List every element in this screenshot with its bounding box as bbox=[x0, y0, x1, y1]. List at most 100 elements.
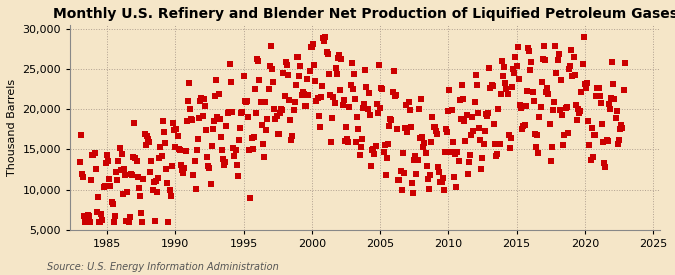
Point bbox=[260, 100, 271, 104]
Point bbox=[564, 66, 574, 71]
Point bbox=[454, 98, 465, 103]
Point bbox=[142, 134, 153, 138]
Point bbox=[153, 176, 163, 181]
Point bbox=[520, 104, 531, 108]
Point bbox=[584, 142, 595, 147]
Point bbox=[620, 61, 630, 65]
Point bbox=[265, 63, 275, 68]
Point bbox=[402, 130, 413, 134]
Point bbox=[169, 128, 180, 132]
Point bbox=[385, 116, 396, 121]
Point bbox=[446, 150, 456, 154]
Point bbox=[101, 160, 111, 165]
Point bbox=[207, 127, 218, 131]
Point bbox=[333, 56, 344, 60]
Point bbox=[403, 100, 414, 104]
Point bbox=[364, 112, 375, 117]
Point bbox=[410, 153, 421, 158]
Point bbox=[161, 167, 171, 172]
Point bbox=[234, 137, 244, 142]
Point bbox=[518, 124, 529, 128]
Y-axis label: Thousand Barrels: Thousand Barrels bbox=[7, 79, 17, 176]
Point bbox=[172, 133, 183, 138]
Point bbox=[84, 214, 95, 218]
Point bbox=[217, 148, 227, 152]
Point bbox=[610, 116, 621, 120]
Point bbox=[127, 173, 138, 177]
Point bbox=[351, 140, 362, 144]
Point bbox=[532, 133, 543, 138]
Point bbox=[363, 91, 374, 95]
Point bbox=[236, 111, 246, 115]
Point bbox=[308, 62, 319, 67]
Point bbox=[475, 138, 485, 142]
Point bbox=[275, 111, 286, 115]
Point bbox=[428, 125, 439, 129]
Point bbox=[554, 52, 564, 56]
Point bbox=[582, 81, 593, 86]
Point bbox=[358, 106, 369, 110]
Point bbox=[502, 92, 513, 97]
Point bbox=[167, 121, 178, 125]
Point bbox=[310, 79, 321, 83]
Point bbox=[188, 173, 199, 177]
Point bbox=[91, 210, 102, 214]
Point bbox=[504, 133, 514, 137]
Point bbox=[256, 123, 267, 127]
Title: Monthly U.S. Refinery and Blender Net Production of Liquified Petroleum Gases: Monthly U.S. Refinery and Blender Net Pr… bbox=[53, 7, 675, 21]
Point bbox=[587, 155, 598, 159]
Point bbox=[235, 125, 246, 130]
Point bbox=[560, 105, 571, 110]
Point bbox=[437, 176, 448, 180]
Point bbox=[423, 177, 433, 181]
Point bbox=[278, 71, 289, 75]
Point bbox=[200, 128, 211, 133]
Point bbox=[90, 167, 101, 171]
Point bbox=[147, 187, 158, 192]
Point bbox=[144, 140, 155, 144]
Point bbox=[286, 138, 297, 142]
Point bbox=[323, 51, 333, 56]
Point bbox=[446, 108, 457, 112]
Point bbox=[112, 178, 123, 182]
Point bbox=[476, 167, 487, 171]
Point bbox=[177, 168, 188, 172]
Point bbox=[321, 50, 332, 54]
Point bbox=[499, 65, 510, 69]
Point bbox=[283, 73, 294, 77]
Point bbox=[252, 57, 263, 61]
Point bbox=[497, 73, 508, 78]
Point bbox=[472, 111, 483, 115]
Point bbox=[486, 83, 497, 87]
Point bbox=[464, 160, 475, 164]
Point bbox=[190, 187, 201, 191]
Point bbox=[589, 133, 599, 137]
Point bbox=[435, 180, 446, 184]
Point bbox=[566, 48, 576, 52]
Point bbox=[325, 93, 335, 97]
Point bbox=[265, 44, 276, 48]
Point bbox=[485, 86, 496, 90]
Point bbox=[562, 105, 572, 109]
Point bbox=[386, 118, 397, 122]
Point bbox=[557, 113, 568, 117]
Point bbox=[478, 142, 489, 146]
Point bbox=[572, 107, 583, 111]
Point bbox=[244, 148, 254, 153]
Point bbox=[187, 118, 198, 122]
Point bbox=[514, 103, 525, 108]
Point bbox=[592, 86, 603, 90]
Point bbox=[89, 151, 100, 155]
Point bbox=[424, 186, 435, 191]
Point bbox=[452, 150, 463, 154]
Point bbox=[198, 97, 209, 101]
Point bbox=[591, 94, 601, 98]
Point bbox=[317, 84, 327, 88]
Point bbox=[279, 94, 290, 98]
Point bbox=[544, 122, 555, 126]
Point bbox=[458, 97, 468, 101]
Point bbox=[124, 219, 134, 224]
Point bbox=[74, 160, 85, 164]
Point bbox=[344, 105, 355, 109]
Point bbox=[391, 93, 402, 97]
